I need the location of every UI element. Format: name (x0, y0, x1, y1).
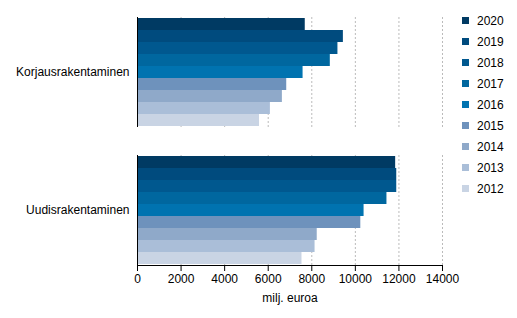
svg-text:6000: 6000 (255, 272, 282, 286)
svg-text:8000: 8000 (298, 272, 325, 286)
html-text:2018: 2018 (477, 55, 504, 70)
svg-text:14000: 14000 (426, 272, 460, 286)
svg-text:2000: 2000 (168, 272, 195, 286)
html-text:2019: 2019 (477, 34, 504, 49)
html-text:2014: 2014 (477, 139, 504, 154)
svg-text:Uudisrakentaminen: Uudisrakentaminen (26, 203, 129, 217)
svg-text:0: 0 (134, 272, 141, 286)
html-text:2013: 2013 (477, 160, 504, 175)
html-text:2015: 2015 (477, 118, 504, 133)
html-text:2020: 2020 (477, 13, 504, 28)
svg-text:10000: 10000 (339, 272, 373, 286)
html-text:2016: 2016 (477, 97, 504, 112)
svg-text:milj. euroa: milj. euroa (262, 291, 318, 305)
svg-text:Korjausrakentaminen: Korjausrakentaminen (16, 65, 129, 79)
html-text:2012: 2012 (477, 181, 504, 196)
html-text:2017: 2017 (477, 76, 504, 91)
svg-text:4000: 4000 (211, 272, 238, 286)
svg-text:12000: 12000 (382, 272, 416, 286)
